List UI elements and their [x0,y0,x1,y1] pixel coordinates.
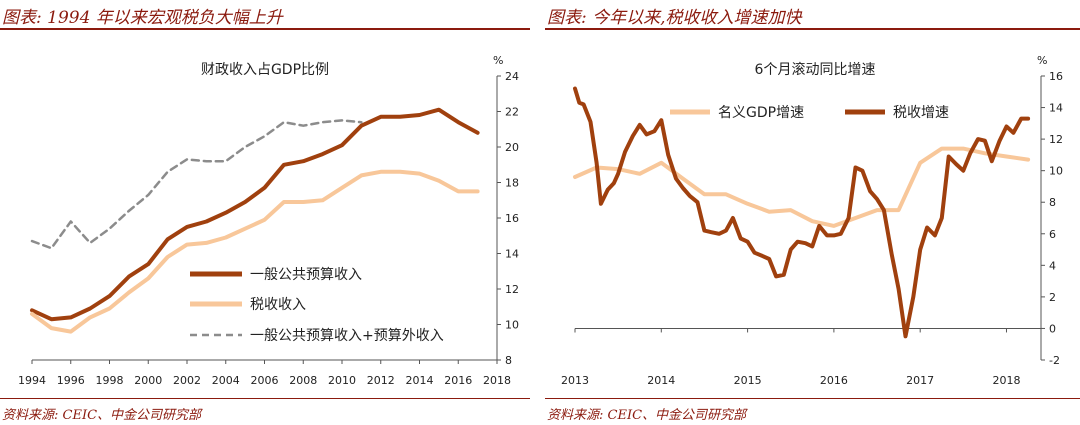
chart0-x-tick-label: 1996 [57,374,85,387]
chart0-x-tick-label: 2000 [134,374,162,387]
chart1-series-line-1 [573,86,1031,339]
chart0-x-tick-label: 2016 [444,374,472,387]
chart0-series-line-0 [30,107,480,322]
chart0-y-unit-label: % [493,54,503,67]
left-line-chart: 财政收入占GDP比例 8 10 12 14 16 18 20 22 24% 1994 1996 1998… [18,54,519,387]
chart1-x-tick-label: 2016 [820,374,848,387]
chart1-x-tick-label: 2013 [561,374,589,387]
left-chart-panel: 图表: 1994 年以来宏观税负大幅上升 财政收入占GDP比例 8 10 12 14 16… [0,0,530,425]
chart0-x-tick-label: 2004 [212,374,240,387]
chart1-x-tick-label: 2015 [734,374,762,387]
chart0-x-tick-label: 1998 [96,374,124,387]
chart0-y-tick-label: 16 [505,212,519,225]
chart1-y-tick-label: 12 [1049,133,1063,146]
chart1-legend-label-0: 名义GDP增速 [718,105,804,121]
chart0-series-line-2 [30,119,363,250]
chart0-x-tick-label: 2018 [483,374,511,387]
left-source-rule [0,398,530,399]
left-title-rule [0,28,530,30]
chart0-y-tick-label: 20 [505,141,519,154]
chart0-x-tick-label: 1994 [18,374,46,387]
chart0-y-tick-label: 18 [505,177,519,190]
chart0-y-tick-label: 14 [505,248,519,261]
chart0-series-line-1 [30,169,480,334]
chart0-legend-label-1: 税收收入 [250,297,306,313]
chart1-y-tick-label: 16 [1049,70,1063,83]
right-source-note: 资料来源: CEIC、中金公司研究部 [547,408,747,423]
chart0-x-tick-label: 2012 [367,374,395,387]
chart0-y-tick-label: 24 [505,70,519,83]
chart1-y-tick-label: 14 [1049,102,1063,115]
right-source-rule [545,398,1080,399]
chart0-x-tick-label: 2010 [328,374,356,387]
chart0-y-tick-label: 22 [505,106,519,119]
chart1-legend-label-1: 税收增速 [893,105,949,121]
chart1-y-tick-label: 0 [1049,322,1056,335]
chart1-x-tick-label: 2017 [906,374,934,387]
chart0-x-tick-label: 2008 [289,374,317,387]
chart1-y-tick-label: 8 [1049,196,1056,209]
chart0-chart-title: 财政收入占GDP比例 [201,62,329,78]
chart1-x-tick-label: 2018 [992,374,1020,387]
chart1-y-tick-label: 2 [1049,291,1056,304]
chart0-x-tick-label: 2006 [251,374,279,387]
chart1-y-tick-label: -2 [1049,354,1060,367]
right-line-chart: 6个月滚动同比增速 -2 0 2 4 6 8 10 12 14 16% 2013 2014 2015 201… [561,54,1063,387]
chart1-y-tick-label: 6 [1049,228,1056,241]
right-chart-panel: 图表: 今年以来,税收收入增速加快 6个月滚动同比增速 -2 0 2 4 6 8 10 12 14… [545,0,1080,425]
chart0-legend-label-2: 一般公共预算收入+预算外收入 [250,328,444,344]
chart1-x-tick-label: 2014 [647,374,675,387]
chart0-x-tick-label: 2014 [406,374,434,387]
chart0-y-tick-label: 10 [505,319,519,332]
left-panel-title: 图表: 1994 年以来宏观税负大幅上升 [2,8,283,28]
chart1-y-tick-label: 4 [1049,259,1056,272]
chart1-y-unit-label: % [1037,54,1047,67]
chart1-chart-title: 6个月滚动同比增速 [755,61,876,78]
chart1-y-tick-label: 10 [1049,165,1063,178]
chart0-y-tick-label: 12 [505,283,519,296]
chart1-series-line-0 [573,146,1031,228]
right-title-rule [545,28,1080,30]
chart0-legend-label-0: 一般公共预算收入 [250,267,362,283]
chart0-x-tick-label: 2002 [173,374,201,387]
chart0-y-tick-label: 8 [505,354,512,367]
left-source-note: 资料来源: CEIC、中金公司研究部 [2,408,202,423]
right-panel-title: 图表: 今年以来,税收收入增速加快 [547,8,802,28]
